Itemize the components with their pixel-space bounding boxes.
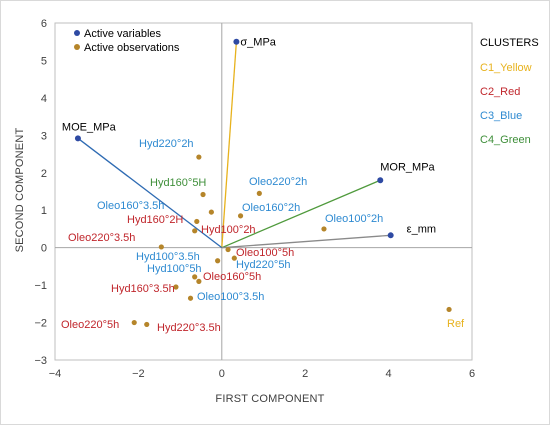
legend-label-observations: Active observations <box>84 42 180 54</box>
observation-point-hyd220-2h <box>196 154 202 160</box>
point-labels: Hyd220°2h Hyd160°5H Oleo220°2h Oleo160°3.5h… <box>61 138 465 334</box>
observation-point-hyd160-2h <box>194 218 200 225</box>
y-tick-label: 0 <box>41 243 47 255</box>
observation-point-ref <box>446 306 452 313</box>
axes: −4 −2 0 2 4 6 −3 −2 −1 0 1 2 3 4 5 6 <box>34 18 475 380</box>
variable-vectors: σ_MPa MOE_MPa MOR_MPa ε_mm <box>62 37 436 249</box>
observation-label-ref: Ref <box>447 318 465 330</box>
y-tick-label: −1 <box>34 280 47 292</box>
observation-label-hyd220-3-5h: Hyd220°3.5h <box>157 322 221 334</box>
observation-point-oleo100-3-5h <box>187 295 194 301</box>
x-tick-label: 0 <box>219 368 225 380</box>
observation-point-oleo160-2h <box>237 213 244 219</box>
variable-point-mor-mpa <box>377 177 384 184</box>
observation-label-oleo220-5h: Oleo220°5h <box>61 319 119 331</box>
cluster-c2-label: C2_Red <box>480 86 520 98</box>
observation-label-oleo160-5h: Oleo160°5h <box>203 271 261 283</box>
observation-label-hyd160-2h: Hyd160°2H <box>127 214 183 226</box>
variable-point-mm <box>387 232 394 239</box>
observation-point-hyd100-3-5h <box>215 258 221 264</box>
x-tick-label: 6 <box>469 368 475 380</box>
variable-label-moe-mpa: MOE_MPa <box>62 121 117 133</box>
cluster-c1-label: C1_Yellow <box>480 62 532 74</box>
plot-frame <box>54 22 473 361</box>
observation-label-oleo220-3-5h: Oleo220°3.5h <box>68 232 135 244</box>
clusters-title: CLUSTERS <box>480 37 539 49</box>
observation-point-oleo160-5h <box>196 278 202 284</box>
vector-mor-mpa <box>221 179 381 249</box>
observation-label-oleo100-5h: Oleo100°5h <box>236 247 294 259</box>
y-tick-label: 6 <box>41 18 47 30</box>
vector-mm <box>221 234 391 249</box>
observation-label-oleo100-3-5h: Oleo100°3.5h <box>197 291 264 303</box>
observation-label-hyd160-5h: Hyd160°5H <box>150 177 206 189</box>
y-tick-label: −2 <box>34 318 47 330</box>
x-tick-label: −4 <box>49 368 62 380</box>
legend-marker-variables <box>74 30 80 36</box>
observation-point-hyd100-2h <box>192 228 198 234</box>
observation-point-oleo160-3-5h <box>208 209 214 215</box>
observation-point-oleo220-5h <box>131 319 137 326</box>
observation-point-oleo100-2h <box>321 226 327 232</box>
y-tick-label: −3 <box>34 355 47 367</box>
y-tick-label: 5 <box>41 55 47 67</box>
observation-label-oleo160-2h: Oleo160°2h <box>242 202 300 214</box>
y-tick-label: 2 <box>41 168 47 180</box>
x-tick-label: 4 <box>386 368 392 380</box>
variable-label-mor-mpa: MOR_MPa <box>380 161 435 173</box>
observation-point-hyd220-3-5h <box>144 321 150 328</box>
observation-label-hyd100-5h: Hyd100°5h <box>147 263 202 275</box>
variable-point-moe-mpa <box>74 135 81 142</box>
x-axis-title: FIRST COMPONENT <box>215 393 324 405</box>
variable-label-mpa: σ_MPa <box>240 37 276 49</box>
observation-point-oleo220-2h <box>256 190 262 196</box>
observation-point-hyd220-5h <box>231 255 237 261</box>
observation-points <box>131 154 452 328</box>
observation-label-oleo160-3-5h: Oleo160°3.5h <box>97 200 164 212</box>
observation-label-oleo100-2h: Oleo100°2h <box>325 213 383 225</box>
clusters-legend: CLUSTERS C1_Yellow C2_Red C3_Blue C4_Gre… <box>480 37 539 146</box>
x-tick-label: −2 <box>132 368 145 380</box>
observation-point-hyd160-5h <box>200 191 206 198</box>
observation-point-oleo220-3-5h <box>158 244 164 250</box>
y-tick-label: 1 <box>41 205 47 217</box>
variable-point-mpa <box>233 38 240 45</box>
vector-moe-mpa <box>77 137 223 249</box>
vector-mpa <box>221 41 238 248</box>
cluster-c4-label: C4_Green <box>480 134 531 146</box>
observation-label-hyd100-3-5h: Hyd100°3.5h <box>136 251 200 263</box>
variable-label-mm: ε_mm <box>407 223 436 235</box>
x-tick-label: 2 <box>302 368 308 380</box>
observation-label-oleo220-2h: Oleo220°2h <box>249 176 307 188</box>
observation-label-hyd100-2h: Hyd100°2h <box>201 224 256 236</box>
legend-label-variables: Active variables <box>84 28 162 40</box>
cluster-c3-label: C3_Blue <box>480 110 522 122</box>
y-tick-label: 4 <box>41 93 47 105</box>
y-tick-label: 3 <box>41 130 47 142</box>
observation-point-hyd160-3-5h <box>173 284 179 290</box>
legend: Active variables Active observations <box>74 28 180 54</box>
legend-marker-observations <box>74 44 80 50</box>
observation-point-oleo100-5h <box>225 246 231 253</box>
observation-point-hyd100-5h <box>192 274 198 280</box>
observation-label-hyd160-3-5h: Hyd160°3.5h <box>111 283 175 295</box>
y-axis-title: SECOND COMPONENT <box>14 128 26 253</box>
observation-label-hyd220-2h: Hyd220°2h <box>139 138 194 150</box>
observation-label-hyd220-5h: Hyd220°5h <box>236 259 291 271</box>
